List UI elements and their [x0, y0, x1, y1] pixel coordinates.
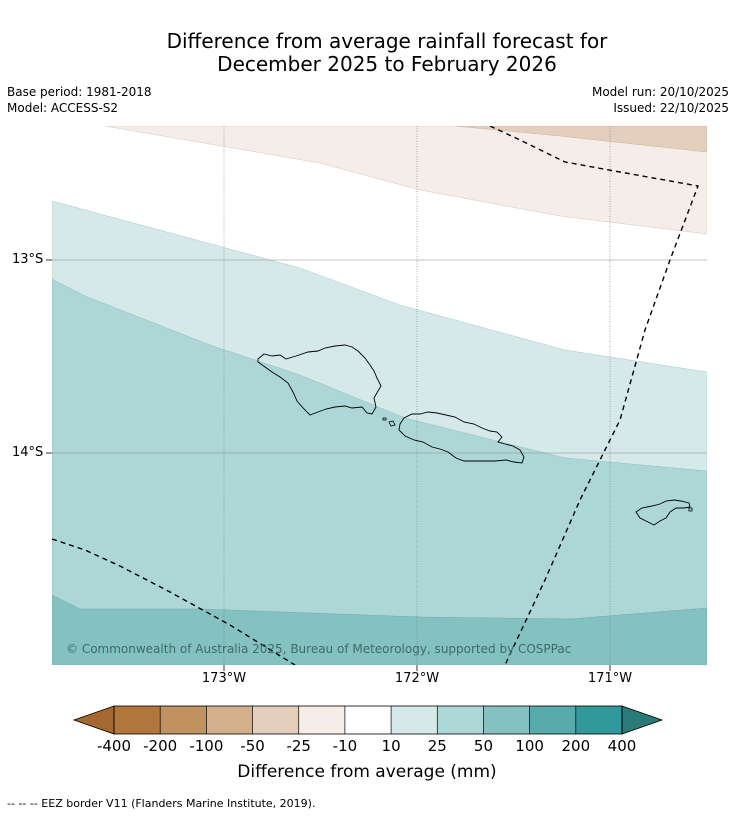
title-line-1: Difference from average rainfall forecas…	[166, 29, 608, 53]
colorbar-tick-label: -200	[143, 737, 178, 755]
colorbar-extend-low	[72, 705, 115, 735]
colorbar-extend-high	[621, 705, 664, 735]
issued-date: Issued: 22/10/2025	[613, 101, 729, 115]
colorbar-frame	[113, 705, 623, 735]
colorbar-tick-label: 400	[607, 737, 637, 755]
chart-title: Difference from average rainfall forecas…	[0, 30, 736, 76]
model-name: Model: ACCESS-S2	[7, 101, 119, 115]
upolu-island	[398, 411, 525, 464]
colorbar-title: Difference from average (mm)	[237, 762, 497, 782]
lat-label-13s: 13°S	[12, 252, 44, 267]
copyright-notice: © Commonwealth of Australia 2025, Bureau…	[66, 642, 572, 656]
colorbar	[72, 705, 664, 735]
colorbar-segment	[437, 706, 484, 734]
eez-border-south	[52, 538, 296, 665]
colorbar-segment	[160, 706, 207, 734]
colorbar-tick-label: -25	[286, 737, 311, 755]
band-minus-25-to-50	[454, 126, 707, 153]
meta-right: Model run: 20/10/2025 Issued: 22/10/2025	[592, 84, 729, 116]
colorbar-segment	[298, 706, 345, 734]
model-run: Model run: 20/10/2025	[591, 85, 729, 99]
aunuu-islet	[688, 507, 693, 512]
colorbar-tick-label: -400	[96, 737, 132, 755]
colorbar-segment	[483, 706, 530, 734]
manono-islet	[388, 420, 396, 427]
band-50-to-100	[52, 594, 707, 665]
band-minus-10-to-25	[104, 126, 707, 235]
colorbar-tick-label: 10	[381, 737, 401, 755]
lon-label-172w: 172°W	[394, 671, 440, 686]
colorbar-tick-label: 200	[561, 737, 591, 755]
eez-border-north	[489, 126, 699, 665]
colorbar-tick-label: 50	[473, 737, 493, 755]
colorbar-segment	[391, 706, 438, 734]
colorbar-tick-label: -100	[189, 737, 224, 755]
base-period: Base period: 1981-2018	[7, 85, 152, 99]
colorbar-tick-label: 100	[515, 737, 544, 755]
colorbar-tick-label: -10	[332, 737, 358, 755]
lon-label-171w: 171°W	[587, 671, 633, 686]
colorbar-tick-label: -50	[240, 737, 265, 755]
lat-label-14s: 14°S	[12, 445, 44, 460]
colorbar-segment	[529, 706, 576, 734]
colorbar-segment	[344, 706, 392, 734]
colorbar-segment	[252, 706, 299, 734]
meta-left: Base period: 1981-2018 Model: ACCESS-S2	[7, 84, 152, 116]
tutuila-island	[635, 499, 691, 526]
colorbar-segment	[206, 706, 253, 734]
colorbar-segment	[575, 706, 622, 734]
savaii-island	[257, 344, 382, 416]
map-plot-area	[52, 126, 707, 665]
colorbar-segment	[114, 706, 161, 734]
apolima-islet	[382, 417, 387, 421]
lon-label-173w: 173°W	[201, 671, 247, 686]
eez-footnote: -- -- -- EEZ border V11 (Flanders Marine…	[7, 797, 316, 810]
colorbar-tick-label: 25	[427, 737, 447, 755]
title-line-2: December 2025 to February 2026	[217, 52, 557, 76]
band-25-to-50	[52, 278, 707, 665]
